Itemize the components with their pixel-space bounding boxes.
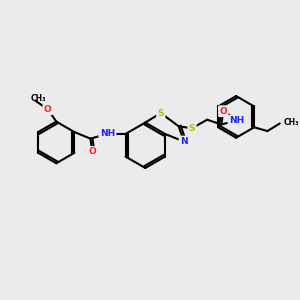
Text: CH₃: CH₃: [284, 118, 299, 127]
Text: S: S: [189, 124, 195, 133]
Text: O: O: [44, 105, 52, 114]
Text: NH: NH: [100, 129, 115, 138]
Text: O: O: [88, 147, 96, 156]
Text: NH: NH: [229, 116, 244, 125]
Text: S: S: [158, 109, 164, 118]
Text: O: O: [219, 107, 227, 116]
Text: N: N: [180, 137, 188, 146]
Text: CH₃: CH₃: [31, 94, 46, 103]
